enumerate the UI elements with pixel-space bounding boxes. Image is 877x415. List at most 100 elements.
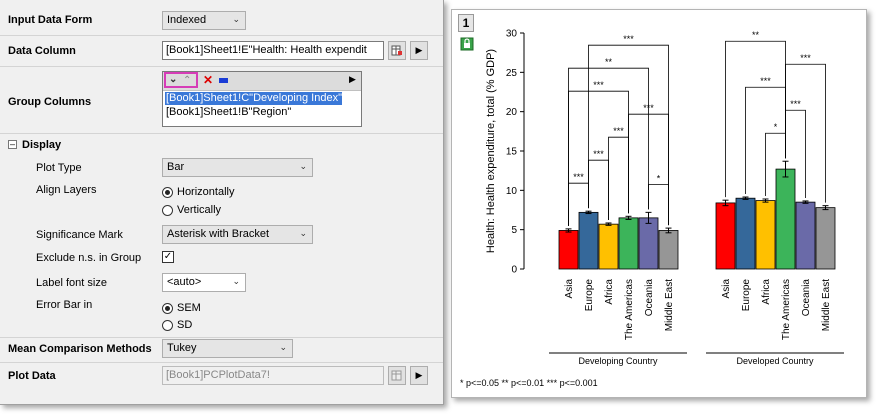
table-select-icon xyxy=(391,45,402,56)
plot-data-field: [Book1]PCPlotData7! xyxy=(162,366,384,385)
display-section-label: Display xyxy=(22,139,62,151)
data-column-picker-button[interactable] xyxy=(388,41,406,60)
divider xyxy=(0,133,443,134)
error-bar-sem-radio[interactable] xyxy=(162,303,173,314)
input-data-form-value: Indexed xyxy=(167,14,207,26)
data-column-label: Data Column xyxy=(8,45,76,57)
significance-bracket xyxy=(725,40,786,198)
error-bar-sd-label: SD xyxy=(177,319,193,331)
layer-tab[interactable]: 1 xyxy=(458,14,474,32)
play-right-icon: ▶ xyxy=(415,45,423,55)
bar xyxy=(658,230,679,270)
settings-panel: Input Data Form Indexed ⌄ Data Column [B… xyxy=(0,0,444,405)
group-label: Developed Country xyxy=(736,356,814,366)
divider xyxy=(0,66,443,67)
significance-label: * xyxy=(657,173,661,183)
footnote: * p<=0.05 ** p<=0.01 *** p<=0.001 xyxy=(460,378,598,388)
input-data-form-dropdown[interactable]: Indexed ⌄ xyxy=(162,11,246,30)
y-tick-label: 20 xyxy=(506,107,518,118)
plot-type-label: Plot Type xyxy=(36,162,82,174)
significance-label: *** xyxy=(593,149,604,159)
plot-data-menu-button[interactable]: ▶ xyxy=(410,366,428,385)
group-columns-list[interactable]: ⌄ ⌃ ✕ ▶ [Book1]Sheet1!C"Developing Index… xyxy=(162,71,362,127)
significance-mark-dropdown[interactable]: Asterisk with Bracket ⌄ xyxy=(162,225,313,244)
move-up-icon[interactable]: ⌃ xyxy=(183,75,192,86)
bar xyxy=(578,211,599,270)
category-label: Asia xyxy=(564,279,575,299)
align-vertical-radio[interactable] xyxy=(162,205,173,216)
significance-mark-value: Asterisk with Bracket xyxy=(167,228,270,240)
group-column-item[interactable]: [Book1]Sheet1!C"Developing Index" xyxy=(165,92,342,105)
mean-comparison-value: Tukey xyxy=(167,342,197,354)
plot-data-picker-button[interactable] xyxy=(388,366,406,385)
group-columns-toolbar: ⌄ ⌃ ✕ ▶ xyxy=(163,72,361,91)
category-label: Asia xyxy=(721,279,732,299)
align-horizontal-radio[interactable] xyxy=(162,187,173,198)
significance-bracket xyxy=(568,67,649,226)
play-right-icon[interactable]: ▶ xyxy=(349,74,356,84)
play-right-icon: ▶ xyxy=(415,370,423,380)
divider xyxy=(0,337,443,338)
bar xyxy=(795,201,816,270)
align-vertical-label: Vertically xyxy=(177,204,222,216)
table-select-icon xyxy=(391,370,402,381)
significance-label: *** xyxy=(800,53,811,63)
y-tick-label: 25 xyxy=(506,68,518,79)
y-tick-label: 0 xyxy=(511,265,517,276)
divider xyxy=(0,362,443,363)
mean-comparison-dropdown[interactable]: Tukey ⌄ xyxy=(162,339,293,358)
bar xyxy=(558,230,579,270)
input-data-form-label: Input Data Form xyxy=(8,14,93,26)
add-row-icon[interactable] xyxy=(219,78,228,83)
exclude-ns-checkbox[interactable]: ✓ xyxy=(162,251,174,263)
plot-type-dropdown[interactable]: Bar ⌄ xyxy=(162,158,313,177)
y-tick-label: 5 xyxy=(511,225,517,236)
plot-type-value: Bar xyxy=(167,161,185,173)
divider xyxy=(0,35,443,36)
error-bar-sem-label: SEM xyxy=(177,302,201,314)
significance-bracket xyxy=(608,136,629,220)
align-horizontal-label: Horizontally xyxy=(177,186,235,198)
plot-data-label: Plot Data xyxy=(8,370,56,382)
group-column-item[interactable]: [Book1]Sheet1!B"Region" xyxy=(166,106,292,118)
move-down-icon[interactable]: ⌄ xyxy=(169,74,178,85)
bar xyxy=(735,197,756,270)
delete-icon[interactable]: ✕ xyxy=(203,73,214,87)
bar xyxy=(815,207,836,270)
chevron-down-icon: ⌄ xyxy=(232,14,240,24)
move-buttons-group: ⌄ ⌃ xyxy=(164,72,198,88)
significance-label: *** xyxy=(623,34,634,44)
y-axis-title: Health: Health expenditure, total (% GDP… xyxy=(485,49,497,253)
bar-chart: 0 5 10 15 20 25 30 Health: Health expenditure, … xyxy=(460,29,844,388)
bar xyxy=(638,217,659,270)
bar xyxy=(755,200,776,270)
bar xyxy=(775,168,796,270)
chevron-down-icon: ⌄ xyxy=(299,161,307,171)
bar xyxy=(618,217,639,270)
category-label: Middle East xyxy=(664,279,675,331)
significance-label: * xyxy=(774,122,778,132)
error-bar-label: Error Bar in xyxy=(36,299,93,311)
significance-label: *** xyxy=(573,172,584,182)
data-column-menu-button[interactable]: ▶ xyxy=(410,41,428,60)
category-label: Oceania xyxy=(644,279,655,317)
category-label: The Americas xyxy=(781,279,792,340)
error-bar-sd-radio[interactable] xyxy=(162,320,173,331)
significance-label: ** xyxy=(752,30,760,40)
category-label: Middle East xyxy=(821,279,832,331)
bar xyxy=(715,202,736,270)
align-layers-label: Align Layers xyxy=(36,184,97,196)
data-column-field[interactable]: [Book1]Sheet1!E"Health: Health expendit xyxy=(162,41,384,60)
label-font-size-dropdown[interactable]: <auto> ⌄ xyxy=(162,273,246,292)
significance-label: *** xyxy=(790,99,801,109)
lock-icon[interactable] xyxy=(460,37,474,51)
label-font-size-value: <auto> xyxy=(167,276,202,288)
group-label: Developing Country xyxy=(578,356,658,366)
collapse-icon[interactable]: – xyxy=(8,139,17,149)
chevron-down-icon: ⌄ xyxy=(232,276,240,286)
significance-label: ** xyxy=(605,57,613,67)
chevron-down-icon: ⌄ xyxy=(279,342,287,352)
checkmark-icon: ✓ xyxy=(163,251,173,262)
significance-label: *** xyxy=(613,126,624,136)
group-columns-label: Group Columns xyxy=(8,96,92,108)
